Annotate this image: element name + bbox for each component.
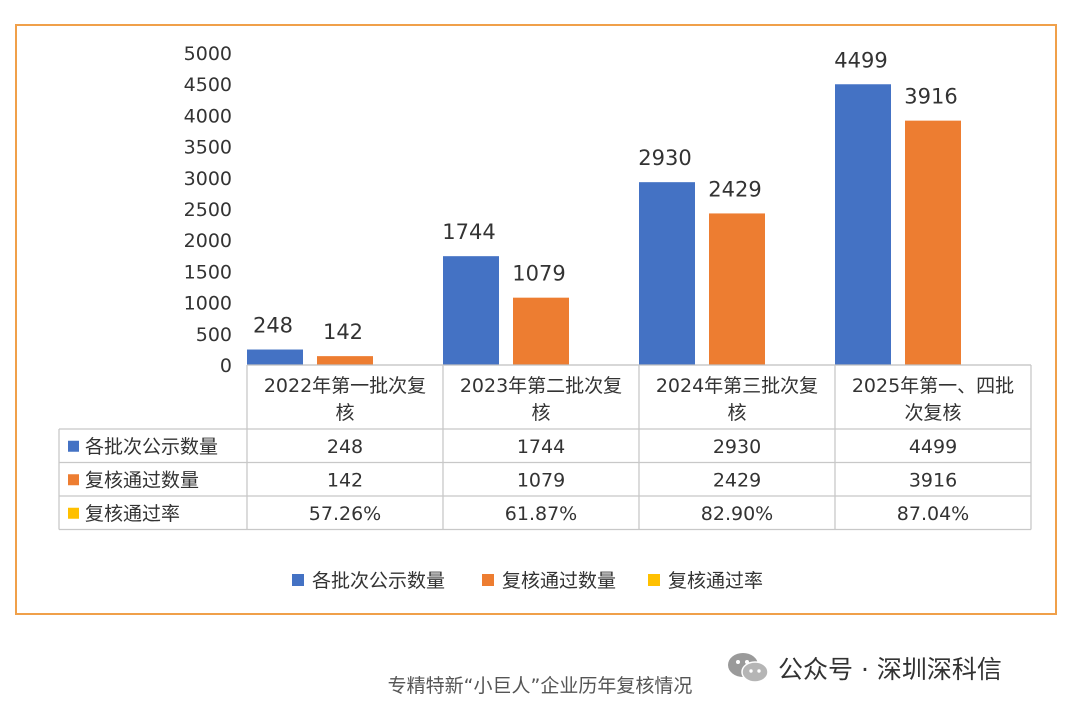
watermark: 公众号 · 深圳深科信 <box>726 648 1002 688</box>
y-tick-label: 1500 <box>184 261 232 283</box>
legend-key <box>292 574 304 586</box>
table-row-header: 复核通过数量 <box>85 469 199 491</box>
table-cell: 2429 <box>713 469 761 491</box>
table-cell: 87.04% <box>897 503 969 525</box>
table-cell: 1079 <box>517 469 565 491</box>
table-row-header: 各批次公示数量 <box>85 436 218 458</box>
x-tick-label: 核 <box>727 402 746 424</box>
legend-label: 各批次公示数量 <box>312 570 445 592</box>
table-cell: 248 <box>327 436 363 458</box>
legend-key <box>482 574 494 586</box>
bar-published <box>443 256 499 365</box>
x-tick-label: 2024年第三批次复 <box>656 375 818 397</box>
x-tick-label: 核 <box>335 402 354 424</box>
table-cell: 82.90% <box>701 503 773 525</box>
y-tick-label: 4000 <box>184 105 232 127</box>
data-label: 1079 <box>512 262 565 286</box>
y-tick-label: 2500 <box>184 199 232 221</box>
table-cell: 142 <box>327 469 363 491</box>
table-legend-key <box>68 507 79 519</box>
data-label: 2930 <box>638 146 691 170</box>
y-tick-label: 5000 <box>184 43 232 65</box>
table-cell: 1744 <box>517 436 565 458</box>
table-cell: 4499 <box>909 436 957 458</box>
data-label: 1744 <box>442 220 495 244</box>
table-cell: 2930 <box>713 436 761 458</box>
bar-published <box>835 84 891 366</box>
table-cell: 61.87% <box>505 503 577 525</box>
table-row-header: 复核通过率 <box>85 503 180 525</box>
legend-key <box>648 574 660 586</box>
table-legend-key <box>68 440 79 452</box>
chart-caption: 专精特新“小巨人”企业历年复核情况 <box>387 675 693 697</box>
y-tick-label: 4500 <box>184 74 232 96</box>
bar-published <box>639 182 695 365</box>
data-label: 4499 <box>834 48 887 72</box>
data-label: 142 <box>323 320 363 344</box>
bar-chart: 0 500 1000 1500 2000 2500 3000 3500 4000 4500 5000… <box>58 43 1032 592</box>
legend-label: 复核通过率 <box>668 570 763 592</box>
table-cell: 57.26% <box>309 503 381 525</box>
x-tick-label: 核 <box>531 402 550 424</box>
legend-label: 复核通过数量 <box>502 570 616 592</box>
y-tick-label: 2000 <box>184 230 232 252</box>
bar-passed <box>317 356 373 365</box>
bar-published <box>247 349 303 365</box>
table-legend-key <box>68 474 79 486</box>
wechat-icon <box>728 653 769 683</box>
y-tick-label: 1000 <box>184 293 232 315</box>
y-tick-label: 0 <box>220 355 232 377</box>
y-tick-label: 500 <box>196 324 232 346</box>
data-label: 3916 <box>904 85 957 109</box>
table-cell: 3916 <box>909 469 957 491</box>
bar-passed <box>709 213 765 365</box>
y-tick-label: 3000 <box>184 168 232 190</box>
x-tick-label: 2022年第一批次复 <box>264 375 426 397</box>
x-tick-label: 次复核 <box>904 402 961 424</box>
bar-passed <box>905 120 961 365</box>
data-label: 248 <box>253 314 293 338</box>
bar-passed <box>513 297 569 365</box>
data-label: 2429 <box>708 177 761 201</box>
y-tick-label: 3500 <box>184 137 232 159</box>
x-tick-label: 2023年第二批次复 <box>460 375 622 397</box>
watermark-text: 公众号 · 深圳深科信 <box>778 655 1002 684</box>
x-tick-label: 2025年第一、四批 <box>852 375 1014 397</box>
